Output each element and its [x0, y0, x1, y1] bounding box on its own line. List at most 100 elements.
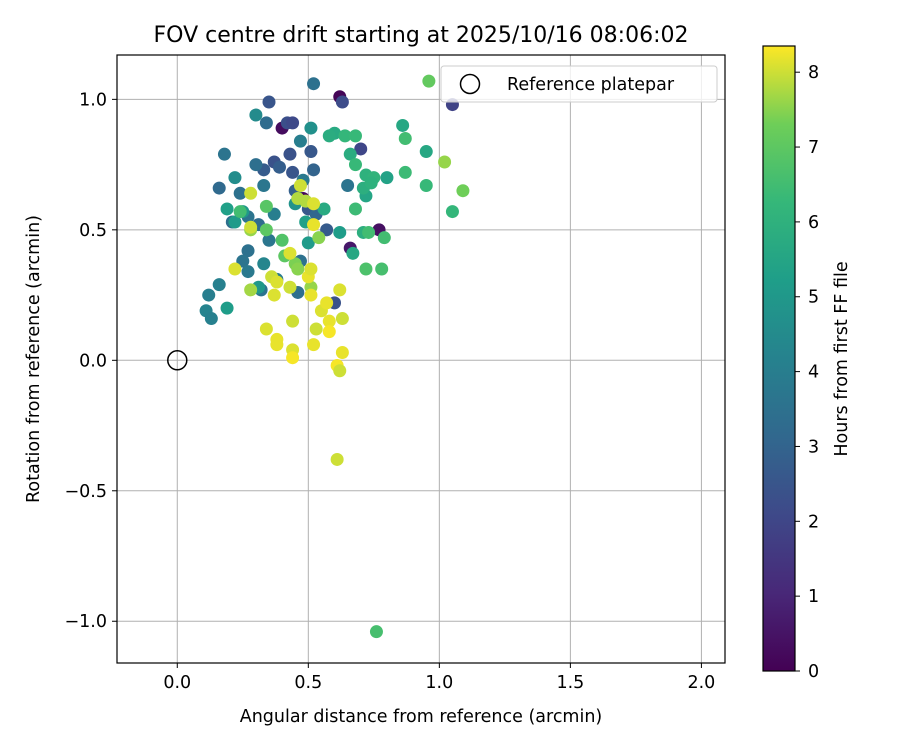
data-point — [286, 314, 300, 328]
x-axis-ticks: 0.0 0.5 1.0 1.5 2.0 — [163, 663, 715, 693]
data-point — [333, 225, 347, 239]
data-point — [307, 197, 321, 211]
data-point — [228, 262, 242, 276]
data-point — [348, 129, 362, 143]
data-point — [286, 351, 300, 365]
legend-marker-icon — [459, 73, 481, 95]
x-tick-label: 1.0 — [425, 673, 453, 693]
data-point — [398, 165, 412, 179]
data-point — [293, 178, 307, 192]
colorbar-tick-label: 3 — [808, 437, 819, 457]
data-point — [259, 223, 273, 237]
data-point — [291, 262, 305, 276]
data-point — [228, 215, 242, 229]
data-point — [354, 142, 368, 156]
data-point — [333, 283, 347, 297]
data-point — [333, 364, 347, 378]
data-point — [270, 338, 284, 352]
x-axis-label: Angular distance from reference (arcmin) — [240, 707, 603, 727]
data-point — [217, 147, 231, 161]
data-point — [259, 199, 273, 213]
data-point — [270, 275, 284, 289]
data-point — [275, 233, 289, 247]
data-points — [199, 74, 470, 639]
data-point — [257, 257, 271, 271]
data-point — [307, 338, 321, 352]
data-point — [362, 225, 376, 239]
data-point — [438, 155, 452, 169]
data-point — [456, 184, 470, 198]
data-point — [249, 158, 263, 172]
data-point — [322, 314, 336, 328]
data-point — [241, 265, 255, 279]
y-tick-label: 0.0 — [79, 351, 107, 371]
data-point — [301, 236, 315, 250]
x-tick-label: 0.0 — [163, 673, 191, 693]
data-point — [244, 220, 258, 234]
data-point — [204, 312, 218, 326]
data-point — [419, 145, 433, 159]
data-point — [283, 280, 297, 294]
grid-lines — [117, 55, 725, 663]
data-point — [322, 129, 336, 143]
data-point — [293, 134, 307, 148]
data-point — [330, 452, 344, 466]
data-point — [341, 178, 355, 192]
data-point — [272, 160, 286, 174]
reference-marker-layer — [167, 350, 188, 371]
data-point — [422, 74, 436, 88]
data-point — [338, 129, 352, 143]
data-point — [348, 158, 362, 172]
data-point — [228, 171, 242, 185]
y-tick-label: 1.0 — [79, 90, 107, 110]
data-point — [244, 283, 258, 297]
colorbar-tick-label: 4 — [808, 363, 819, 383]
data-point — [307, 77, 321, 91]
data-point — [257, 178, 271, 192]
data-point — [364, 176, 378, 190]
y-axis-ticks: −1.0 −0.5 0.0 0.5 1.0 — [65, 90, 117, 632]
data-point — [312, 231, 326, 245]
colorbar-tick-label: 2 — [808, 512, 819, 532]
data-point — [304, 121, 318, 135]
y-tick-label: 0.5 — [79, 221, 107, 241]
x-tick-label: 1.5 — [556, 673, 584, 693]
x-tick-label: 0.5 — [294, 673, 322, 693]
data-point — [335, 345, 349, 359]
data-point — [212, 278, 226, 292]
data-point — [343, 147, 357, 161]
data-point — [259, 322, 273, 336]
data-point — [320, 296, 334, 310]
data-point — [380, 171, 394, 185]
reference-platepar-marker — [167, 350, 188, 371]
data-point — [304, 145, 318, 159]
data-point — [304, 262, 318, 276]
data-point — [309, 322, 323, 336]
data-point — [283, 246, 297, 260]
data-point — [377, 231, 391, 245]
data-point — [267, 288, 281, 302]
data-point — [304, 288, 318, 302]
colorbar — [762, 45, 796, 672]
colorbar-tick-label: 6 — [808, 213, 819, 233]
data-point — [262, 95, 276, 109]
data-point — [396, 118, 410, 132]
y-tick-label: −1.0 — [65, 612, 108, 632]
data-point — [419, 178, 433, 192]
data-point — [249, 108, 263, 122]
colorbar-label: Hours from first FF file — [832, 261, 852, 456]
data-point — [375, 262, 389, 276]
chart-title: FOV centre drift starting at 2025/10/16 … — [154, 23, 689, 48]
y-tick-label: −0.5 — [65, 482, 108, 502]
legend: Reference platepar — [440, 65, 718, 103]
data-point — [283, 147, 297, 161]
data-point — [322, 325, 336, 339]
data-point — [346, 246, 360, 260]
plot-frame — [116, 54, 726, 664]
colorbar-tick-label: 1 — [808, 587, 819, 607]
data-point — [233, 186, 247, 200]
colorbar-ticks: 0 1 2 3 4 5 6 7 8 — [795, 63, 819, 682]
data-point — [212, 181, 226, 195]
data-point — [307, 218, 321, 232]
